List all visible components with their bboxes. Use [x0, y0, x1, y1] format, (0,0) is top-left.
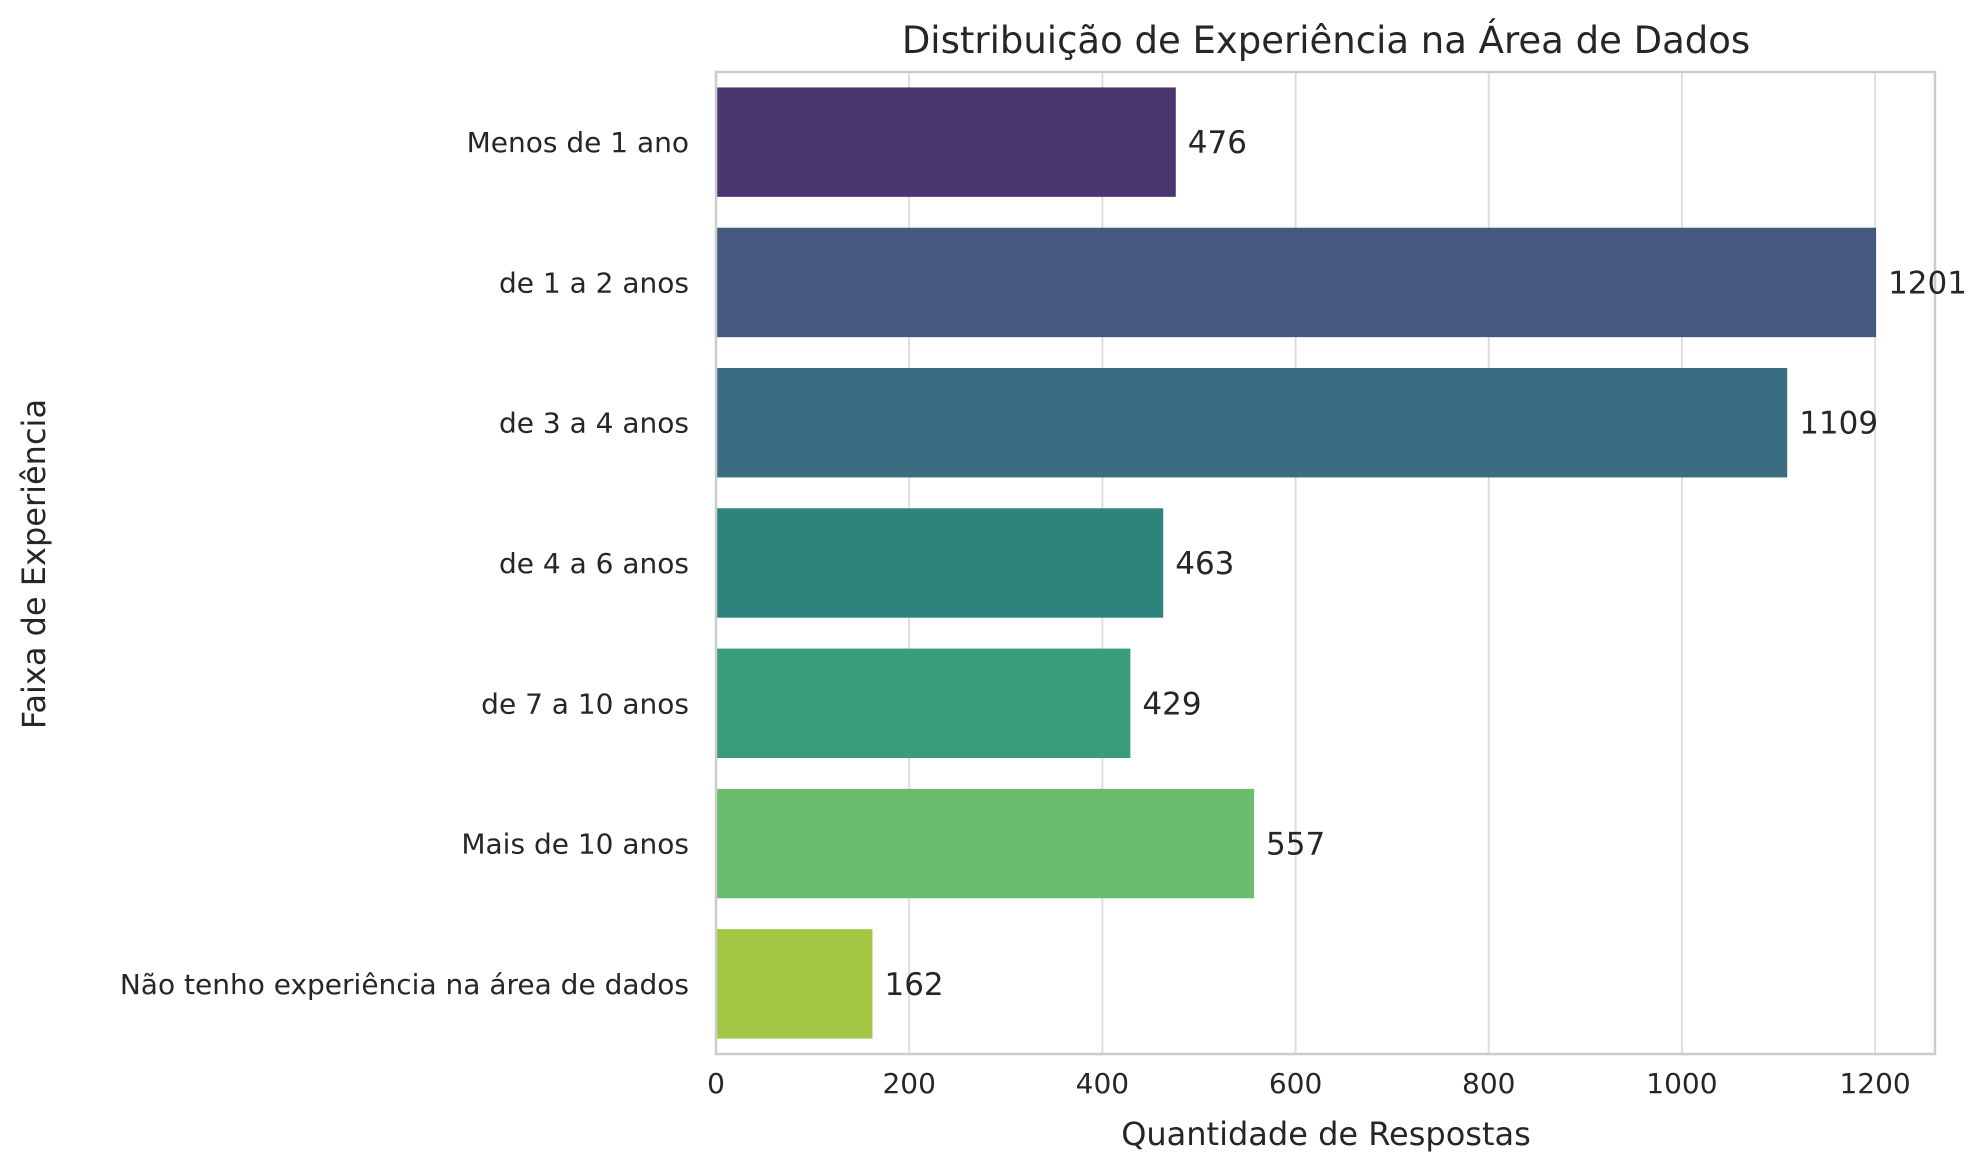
x-tick-label: 400 [1076, 1067, 1129, 1100]
bar-value-label: 1109 [1799, 406, 1878, 442]
bar [716, 227, 1877, 338]
x-axis-tick-labels: 0 200 400 600 800 1000 1200 [707, 1067, 1911, 1100]
y-tick-label: Não tenho experiência na área de dados [120, 968, 689, 1001]
bar-value-label: 429 [1142, 686, 1201, 722]
plot-frame [714, 70, 1937, 1056]
x-tick-label: 1000 [1646, 1067, 1717, 1100]
x-tick-label: 200 [882, 1067, 935, 1100]
bar-value-label: 557 [1266, 827, 1325, 863]
x-tick-label: 1200 [1839, 1067, 1910, 1100]
x-tick-label: 600 [1269, 1067, 1322, 1100]
x-tick-label: 800 [1462, 1067, 1515, 1100]
y-tick-label: Menos de 1 ano [467, 126, 689, 159]
bar [716, 368, 1788, 478]
bar-value-label: 162 [884, 967, 943, 1003]
x-axis-label: Quantidade de Respostas [1121, 1115, 1531, 1153]
bar-value-label: 1201 [1888, 265, 1967, 301]
y-tick-label: de 1 a 2 anos [499, 266, 689, 299]
y-tick-label: de 3 a 4 anos [499, 407, 689, 440]
chart-title: Distribuição de Experiência na Área de D… [902, 18, 1750, 62]
bar [716, 929, 873, 1039]
y-tick-label: de 7 a 10 anos [481, 687, 689, 720]
bar [716, 508, 1164, 618]
bar-value-label: 476 [1188, 125, 1247, 161]
bar-value-label: 463 [1175, 546, 1234, 582]
y-tick-label: de 4 a 6 anos [499, 547, 689, 580]
bar [716, 648, 1131, 758]
bars [716, 87, 1877, 1039]
y-axis-label: Faixa de Experiência [15, 399, 53, 729]
y-tick-label: Mais de 10 anos [461, 828, 689, 861]
value-labels: 476 1201 1109 463 429 557 162 [884, 125, 1967, 1003]
bar [716, 87, 1176, 197]
y-axis-tick-labels: Menos de 1 ano de 1 a 2 anos de 3 a 4 anos… [120, 126, 689, 1001]
bar [716, 788, 1255, 899]
x-tick-label: 0 [707, 1067, 725, 1100]
